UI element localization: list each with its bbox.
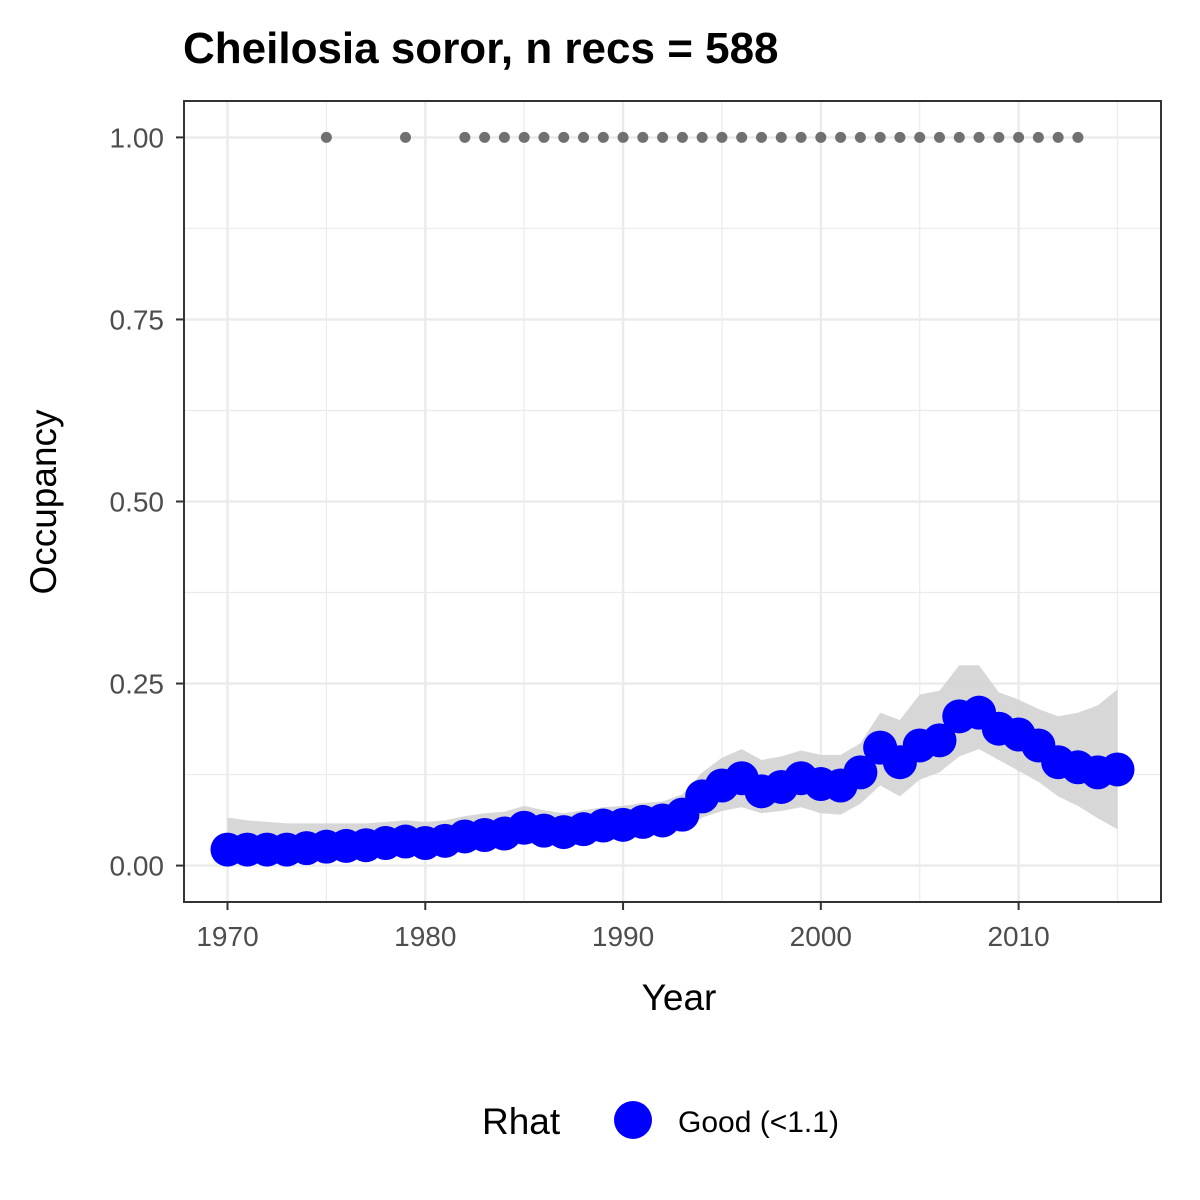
record-year-marker: [676, 131, 688, 143]
y-axis-ticks: 0.00 0.25 0.50 0.75 1.00: [110, 122, 184, 882]
x-tick-label: 1970: [196, 921, 258, 952]
occupancy-point: [843, 755, 878, 790]
chart-title: Cheilosia soror, n recs = 588: [183, 24, 779, 73]
record-year-marker: [637, 131, 649, 143]
record-year-marker: [578, 131, 590, 143]
record-year-marker: [835, 131, 847, 143]
record-year-marker: [716, 131, 728, 143]
record-year-marker: [538, 131, 550, 143]
record-year-marker: [657, 131, 669, 143]
legend-key-good: [614, 1101, 652, 1139]
occupancy-point: [922, 723, 957, 758]
y-tick-label: 0.25: [110, 669, 165, 700]
y-axis-title: Occupancy: [23, 409, 64, 595]
record-year-marker: [400, 131, 412, 143]
occupancy-point: [1100, 752, 1135, 787]
legend-title: Rhat: [482, 1101, 561, 1142]
record-year-marker: [1052, 131, 1064, 143]
record-year-marker: [1013, 131, 1025, 143]
record-year-marker: [597, 131, 609, 143]
occupancy-series-layer: [210, 695, 1135, 867]
record-year-marker: [518, 131, 530, 143]
y-tick-label: 0.00: [110, 851, 165, 882]
record-year-marker: [914, 131, 926, 143]
legend: Rhat Good (<1.1): [482, 1101, 839, 1142]
record-year-marker: [617, 131, 629, 143]
record-year-marker: [795, 131, 807, 143]
x-tick-label: 2010: [987, 921, 1049, 952]
record-year-marker: [459, 131, 471, 143]
record-year-marker: [894, 131, 906, 143]
record-year-marker: [558, 131, 570, 143]
record-year-marker: [755, 131, 767, 143]
legend-label-good: Good (<1.1): [678, 1106, 839, 1139]
record-year-marker: [953, 131, 965, 143]
records-marker-layer: [320, 131, 1084, 143]
y-tick-label: 0.75: [110, 304, 165, 335]
record-year-marker: [320, 131, 332, 143]
record-year-marker: [815, 131, 827, 143]
x-axis-ticks: 1970 1980 1990 2000 2010: [196, 902, 1050, 952]
record-year-marker: [498, 131, 510, 143]
record-year-marker: [736, 131, 748, 143]
record-year-marker: [1032, 131, 1044, 143]
x-axis-title: Year: [642, 977, 717, 1018]
x-tick-label: 1990: [592, 921, 654, 952]
record-year-marker: [993, 131, 1005, 143]
y-tick-label: 0.50: [110, 487, 165, 518]
x-tick-label: 2000: [790, 921, 852, 952]
record-year-marker: [933, 131, 945, 143]
record-year-marker: [874, 131, 886, 143]
record-year-marker: [775, 131, 787, 143]
record-year-marker: [696, 131, 708, 143]
record-year-marker: [973, 131, 985, 143]
y-tick-label: 1.00: [110, 122, 165, 153]
record-year-marker: [854, 131, 866, 143]
x-tick-label: 1980: [394, 921, 456, 952]
record-year-marker: [479, 131, 491, 143]
record-year-marker: [1072, 131, 1084, 143]
major-gridlines: [184, 101, 1161, 902]
